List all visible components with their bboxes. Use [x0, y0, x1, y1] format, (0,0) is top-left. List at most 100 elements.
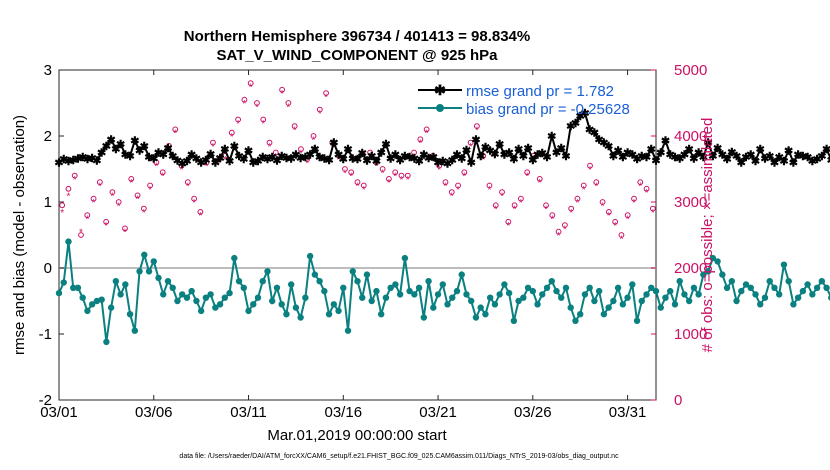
rmse-point: ✱ [197, 157, 206, 169]
bias-point [785, 278, 792, 285]
rmse-point: ✱ [808, 156, 817, 168]
rmse-point: ✱ [538, 148, 547, 160]
obs-assimilated-marker: * [444, 182, 448, 193]
obs-possible-marker [612, 218, 619, 225]
bias-point [287, 281, 295, 288]
obs-possible-marker [197, 209, 204, 215]
rmse-point: ✱ [798, 151, 807, 163]
rmse-point: ✱ [144, 152, 153, 164]
rmse-point: ✱ [391, 149, 400, 161]
bias-point [344, 327, 352, 334]
bias-point [216, 301, 224, 308]
rmse-point: ✱ [727, 147, 736, 159]
obs-possible-marker [254, 100, 260, 106]
bias-point [453, 287, 461, 295]
bias-point [771, 284, 778, 291]
bias-point [733, 297, 740, 305]
bias-point [747, 284, 754, 291]
rmse-series: ✱✱✱✱✱✱✱✱✱✱✱✱✱✱✱✱✱✱✱✱✱✱✱✱✱✱✱✱✱✱✱✱✱✱✱✱✱✱✱✱… [54, 108, 830, 171]
rmse-point: ✱ [225, 156, 234, 168]
obs-assimilated-marker: * [645, 188, 649, 199]
obs-assimilated-marker: * [519, 198, 523, 209]
bias-point [401, 254, 409, 262]
bias-point [98, 296, 105, 303]
bias-point [188, 287, 195, 295]
bias-point [112, 278, 120, 285]
bias-point [70, 284, 77, 291]
bias-point [591, 297, 598, 305]
obs-possible-marker [360, 182, 367, 189]
obs-assimilated-marker: * [513, 205, 517, 216]
obs-assimilated-marker: * [186, 182, 190, 193]
obs-assimilated-marker: * [123, 228, 127, 239]
obs-possible-marker [474, 123, 480, 129]
rmse-point: ✱ [220, 144, 229, 156]
bias-point [619, 301, 627, 308]
bias-point [595, 287, 603, 295]
rmse-point: ✱ [443, 159, 452, 171]
rmse-point: ✱ [69, 155, 78, 167]
obs-possible-marker [649, 205, 656, 212]
footer-data-file: data file: /Users/raeder/DAI/ATM_forcXX/… [179, 453, 619, 460]
rmse-point: ✱ [557, 143, 566, 155]
rmse-point: ✱ [689, 153, 698, 165]
rmse-point: ✱ [315, 152, 324, 164]
bias-point [368, 297, 375, 305]
obs-assimilated-marker: * [211, 142, 215, 153]
obs-possible-marker [348, 169, 355, 176]
rmse-point: ✱ [661, 136, 670, 148]
bias-point [790, 301, 797, 308]
bias-point [415, 284, 423, 291]
obs-assimilated-marker: * [393, 172, 397, 183]
bias-point [657, 304, 664, 311]
bias-point [638, 297, 645, 305]
rmse-point: ✱ [135, 146, 144, 158]
obs-possible-marker [184, 179, 191, 186]
bias-point [330, 301, 338, 308]
obs-assimilated-marker: * [73, 175, 77, 186]
obs-possible-marker [71, 172, 78, 179]
bias-point [174, 297, 181, 305]
obs-possible-marker [172, 126, 179, 133]
rmse-point: ✱ [547, 131, 556, 143]
bias-point [273, 284, 281, 291]
y-axis-left: -2 -1 0 1 2 3 [39, 62, 64, 409]
bias-point [444, 301, 451, 308]
obs-possible-marker [279, 86, 285, 93]
obs-assimilated-marker: * [154, 162, 158, 173]
obs-assimilated-marker: * [60, 208, 64, 219]
obs-assimilated-marker: * [575, 198, 579, 209]
rmse-point: ✱ [410, 153, 419, 165]
rmse-point: ✱ [377, 148, 386, 160]
obs-assimilated-marker: * [481, 155, 485, 166]
bias-point [392, 281, 399, 288]
bias-point [629, 281, 636, 288]
bias-point [193, 297, 200, 305]
bias-point [766, 278, 773, 285]
obs-possible-marker [122, 225, 128, 232]
bias-point [245, 307, 252, 315]
rmse-point: ✱ [699, 152, 708, 164]
bias-point [373, 287, 380, 295]
rmse-point: ✱ [779, 156, 788, 168]
x-tick-label: 03/16 [325, 404, 363, 421]
y-tick-label-right: 1000 [674, 326, 707, 343]
x-tick-label: 03/31 [609, 404, 647, 421]
rmse-point: ✱ [268, 152, 277, 164]
bias-point [491, 301, 499, 308]
obs-possible-marker [65, 185, 72, 192]
bias-point [178, 291, 186, 298]
obs-assimilated-marker: * [312, 135, 316, 146]
x-tick-label: 03/06 [135, 404, 173, 421]
obs-assimilated-marker: * [381, 168, 385, 179]
obs-assimilated-marker: * [601, 201, 605, 212]
rmse-point: ✱ [163, 143, 172, 155]
obs-assimilated-marker: * [538, 178, 542, 189]
legend: ✱ rmse grand pr = 1.782 bias grand pr = … [418, 82, 630, 118]
obs-possible-marker [153, 159, 160, 166]
obs-possible-marker [643, 185, 650, 192]
rmse-point: ✱ [566, 121, 575, 133]
rmse-point: ✱ [647, 144, 656, 156]
obs-assimilated-marker: * [92, 198, 96, 209]
x-axis-label: Mar.01,2019 00:00:00 start [267, 427, 447, 444]
